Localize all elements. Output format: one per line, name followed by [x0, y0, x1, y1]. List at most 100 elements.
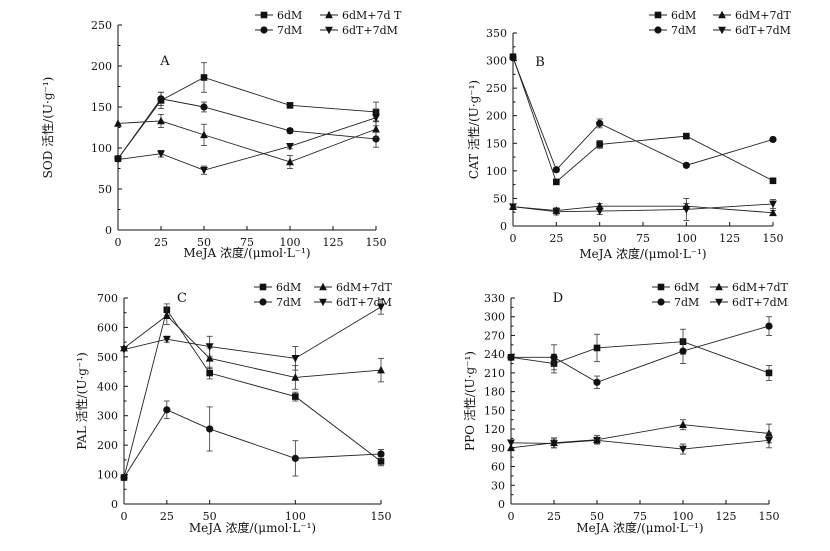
data-point [552, 166, 560, 174]
series-6dt-7dm [114, 109, 380, 175]
x-axis-label: MeJA 浓度/(μmol·L⁻¹) [189, 520, 316, 535]
series-line [117, 120, 377, 163]
series-line [123, 409, 382, 478]
x-tick-label: 50 [203, 510, 217, 523]
data-point [679, 347, 687, 355]
legend-entry: 6dM+7dT [314, 281, 393, 294]
y-tick-label: 0 [498, 498, 505, 511]
x-tick-label: 25 [549, 232, 563, 245]
x-tick-label: 75 [636, 232, 650, 245]
legend-label: 7dM [674, 296, 699, 309]
legend-entry: 6dM+7dT [713, 9, 792, 22]
legend-entry: 6dM [652, 281, 699, 294]
x-tick-label: 125 [719, 232, 740, 245]
chart-panel-a: 0 50 100 150 200 250 0 25 50 75 100 125 150 MeJA 浓度/(… [41, 9, 402, 260]
legend-label: 6dM [276, 281, 301, 294]
x-tick-label: 0 [115, 236, 122, 249]
data-point [507, 439, 515, 448]
data-point [509, 203, 517, 211]
y-tick-label: 150 [91, 101, 112, 114]
legend-entry: 6dT+7dM [320, 24, 398, 37]
legend-entry: 6dM [254, 281, 301, 294]
data-point [200, 74, 208, 81]
data-point [200, 166, 208, 175]
x-axis-label: MeJA 浓度/(μmol·L⁻¹) [576, 520, 703, 535]
y-tick-label: 120 [484, 423, 505, 436]
legend-label: 6dM+7dT [735, 9, 792, 22]
y-tick-label: 150 [484, 404, 505, 417]
series-6dt-7dm [507, 432, 773, 455]
data-point [596, 141, 603, 148]
legend-marker [657, 298, 665, 306]
data-point [765, 322, 773, 330]
legend-marker [319, 298, 327, 307]
y-axis-label: CAT 活性/(U·g⁻¹) [467, 80, 481, 179]
x-axis-label: MeJA 浓度/(μmol·L⁻¹) [183, 245, 310, 260]
legend-entry: 7dM [255, 24, 302, 37]
data-point [509, 54, 517, 62]
data-point [377, 450, 385, 458]
data-point [769, 208, 777, 217]
data-point [769, 177, 777, 185]
y-tick-label: 200 [97, 439, 118, 452]
y-tick-label: 60 [491, 461, 505, 474]
legend-entry: 6dM [255, 9, 302, 22]
data-point [550, 353, 558, 361]
data-point [593, 378, 601, 386]
x-tick-label: 150 [371, 510, 392, 523]
x-tick-label: 150 [366, 236, 387, 249]
x-tick-label: 100 [676, 232, 697, 245]
x-tick-label: 50 [593, 232, 607, 245]
legend-marker [718, 10, 726, 19]
y-tick-label: 250 [91, 19, 112, 32]
data-point [205, 354, 214, 362]
series-6dt-7dm [120, 299, 385, 371]
x-tick-label: 150 [759, 510, 780, 523]
y-tick-label: 50 [493, 192, 507, 205]
legend-label: 6dM [277, 9, 302, 22]
x-tick-label: 100 [285, 510, 306, 523]
series-7dm [114, 91, 380, 163]
y-tick-label: 200 [91, 60, 112, 73]
data-point [765, 369, 773, 377]
y-tick-label: 500 [97, 351, 118, 364]
y-tick-label: 150 [486, 137, 507, 150]
legend-label: 7dM [671, 24, 696, 37]
y-axis-label: SOD 活性/(U·g⁻¹) [41, 77, 55, 179]
legend-label: 6dM+7dT [732, 281, 789, 294]
legend-entry: 6dM+7dT [710, 281, 789, 294]
legend-label: 6dM+7d T [342, 9, 402, 22]
series-7dm [507, 316, 773, 389]
series-line [511, 325, 770, 383]
legend-marker [718, 26, 726, 35]
data-point [157, 116, 165, 125]
data-point [769, 200, 777, 209]
x-tick-label: 125 [323, 236, 344, 249]
y-tick-label: 300 [97, 410, 118, 423]
data-point [550, 440, 558, 448]
chart-panel-b: 0 50 100 150 200 250 300 350 0 25 50 75 100 125 150 MeJ… [467, 9, 792, 261]
data-point [157, 150, 165, 159]
x-tick-label: 75 [240, 236, 254, 249]
series-6dm-7dt [509, 201, 777, 217]
x-tick-label: 25 [154, 236, 168, 249]
data-point [291, 373, 300, 381]
legend-marker [715, 298, 723, 307]
y-tick-label: 100 [486, 165, 507, 178]
x-tick-label: 25 [160, 510, 174, 523]
legend-label: 6dT+7dM [732, 296, 788, 309]
panel-label: A [159, 54, 170, 69]
legend-marker [260, 26, 268, 34]
series-7dm [509, 54, 777, 174]
data-point [206, 369, 213, 377]
legend-marker [325, 26, 333, 35]
series-line [117, 76, 377, 159]
legend-marker [654, 26, 662, 34]
legend-entry: 6dT+7dM [314, 296, 392, 309]
panel-label: B [535, 55, 545, 70]
series-line [512, 205, 774, 214]
y-tick-label: 330 [484, 292, 505, 305]
legend-label: 7dM [277, 24, 302, 37]
series-6dm-7dt [120, 306, 385, 390]
